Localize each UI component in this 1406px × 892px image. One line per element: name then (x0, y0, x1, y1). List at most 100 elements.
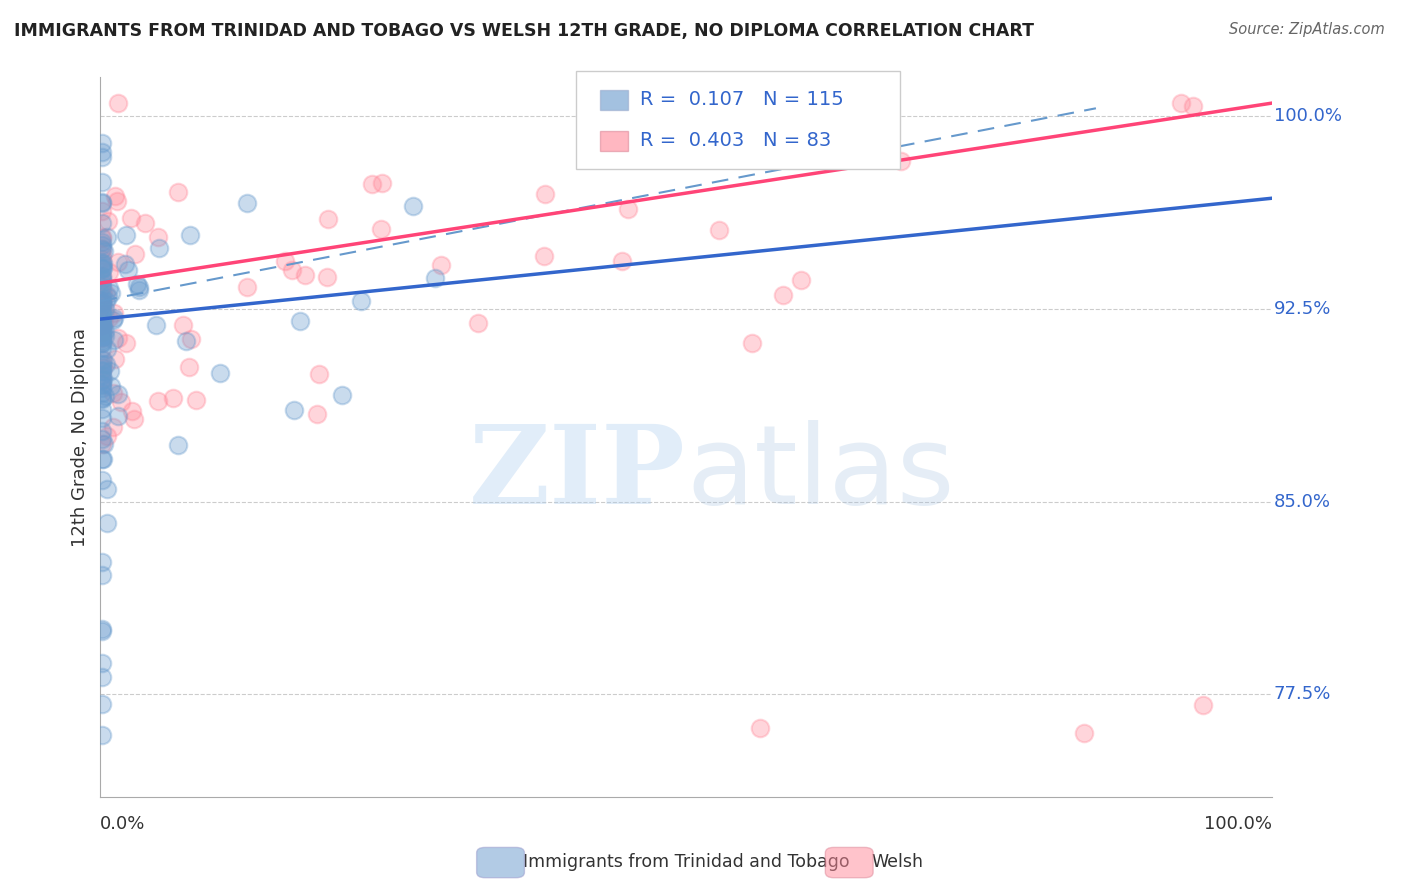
Point (107, 387, 129, 401)
Point (172, 318, 194, 333)
Point (174, 334, 197, 349)
Point (128, 283, 150, 297)
Text: atlas: atlas (686, 420, 955, 527)
Point (533, 186, 555, 201)
Point (90, 136, 112, 150)
Point (107, 409, 129, 423)
Point (90, 195, 112, 210)
Point (90, 203, 112, 218)
Point (90, 268, 112, 283)
Point (1191, 698, 1213, 712)
Point (96, 516, 118, 530)
Point (1170, 96, 1192, 111)
Text: 77.5%: 77.5% (1274, 685, 1331, 704)
Point (107, 255, 129, 269)
Point (430, 258, 453, 272)
Point (361, 177, 384, 191)
Point (90, 474, 112, 488)
Point (91, 279, 114, 293)
Point (90, 623, 112, 637)
Point (101, 385, 124, 400)
Point (134, 216, 156, 230)
Text: 100.0%: 100.0% (1274, 107, 1341, 125)
Point (402, 199, 425, 213)
Point (90, 351, 112, 366)
Point (90, 341, 112, 355)
Point (208, 366, 231, 380)
Point (90, 328, 112, 343)
Point (184, 392, 207, 407)
Point (90, 294, 112, 309)
Point (107, 96, 129, 111)
Point (90, 280, 112, 294)
Point (90, 296, 112, 310)
Point (90, 392, 112, 407)
Text: Immigrants from Trinidad and Tobago: Immigrants from Trinidad and Tobago (523, 853, 849, 871)
Point (91, 252, 114, 266)
Point (90, 330, 112, 344)
Point (90, 295, 112, 310)
Point (349, 294, 371, 309)
Point (91, 371, 114, 385)
Point (90, 311, 112, 326)
Point (273, 254, 295, 268)
Point (425, 271, 447, 285)
Point (91, 285, 114, 300)
Point (110, 395, 132, 409)
Text: Source: ZipAtlas.com: Source: ZipAtlas.com (1229, 22, 1385, 37)
Point (308, 367, 330, 381)
Point (370, 177, 392, 191)
Point (146, 230, 169, 244)
Point (148, 240, 170, 254)
Point (103, 333, 125, 347)
Text: ZIP: ZIP (470, 420, 686, 527)
Point (124, 247, 146, 261)
Point (813, 109, 835, 123)
Point (96, 482, 118, 496)
Point (90, 261, 112, 276)
Point (90, 287, 112, 301)
Point (90, 298, 112, 312)
Point (90, 697, 112, 711)
Point (467, 317, 489, 331)
Point (94, 357, 117, 371)
Point (236, 196, 259, 211)
Point (96, 429, 118, 443)
Point (90, 277, 112, 291)
Point (90, 377, 112, 392)
Text: 85.0%: 85.0% (1274, 492, 1331, 510)
Point (162, 392, 184, 406)
Point (94, 301, 117, 316)
Point (90, 269, 112, 284)
Point (91, 256, 114, 270)
Point (90, 323, 112, 337)
Point (90, 237, 112, 252)
Point (90, 294, 112, 309)
Point (98, 265, 121, 279)
Point (90, 391, 112, 405)
Point (741, 335, 763, 350)
Point (90, 335, 112, 350)
Point (97, 289, 120, 303)
Point (96, 229, 118, 244)
Point (90, 368, 112, 382)
Point (103, 311, 125, 326)
Point (177, 359, 200, 374)
Point (148, 393, 170, 408)
Text: 92.5%: 92.5% (1274, 300, 1331, 318)
Point (90, 335, 112, 350)
Point (93, 324, 115, 338)
Point (90, 258, 112, 272)
Text: 0.0%: 0.0% (100, 815, 146, 833)
Point (236, 280, 259, 294)
Point (145, 318, 167, 332)
Point (90, 424, 112, 438)
Point (90, 302, 112, 317)
Point (91, 230, 114, 244)
Point (290, 313, 312, 327)
Point (90, 216, 112, 230)
Point (104, 189, 127, 203)
Point (101, 313, 124, 327)
Point (90, 373, 112, 387)
Text: Welsh: Welsh (872, 853, 924, 871)
